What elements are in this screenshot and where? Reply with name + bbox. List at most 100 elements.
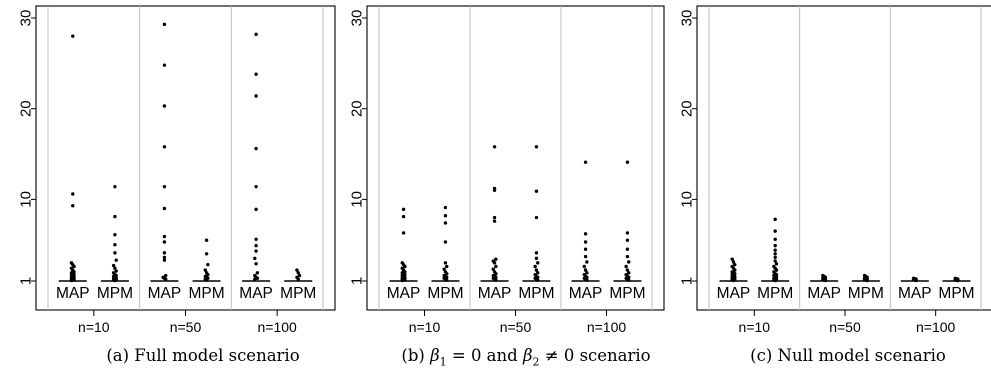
- y-tick-label: 30: [679, 10, 696, 27]
- data-point: [585, 260, 589, 264]
- caption-panel-a: (a) Full model scenario: [106, 346, 300, 365]
- data-point: [164, 277, 168, 281]
- data-point: [113, 243, 117, 247]
- caption-b-part-3: = 0 and: [446, 346, 523, 365]
- data-point: [823, 278, 828, 283]
- data-point: [625, 160, 630, 164]
- data-point: [403, 264, 407, 269]
- y-tick-label: 1: [18, 277, 35, 285]
- data-point: [534, 268, 539, 272]
- data-point: [443, 240, 448, 244]
- data-point: [533, 264, 537, 269]
- data-point: [494, 264, 498, 269]
- data-point: [113, 233, 117, 237]
- data-point: [494, 272, 498, 276]
- category-label: MAP: [148, 285, 182, 302]
- category-label: MPM: [609, 285, 645, 302]
- data-point: [162, 22, 167, 27]
- data-point: [204, 252, 209, 256]
- category-label: MPM: [427, 285, 463, 302]
- data-point: [534, 251, 539, 255]
- data-point: [114, 269, 118, 273]
- group-label: n=10: [739, 319, 771, 335]
- group-label: n=50: [500, 319, 532, 335]
- group-label: n=100: [258, 319, 298, 335]
- chart-panel-0: 1 10 20 30 n=10 n=50 n=100 MAP MPM MAP MPM MAP MPM: [18, 5, 336, 335]
- data-point: [773, 255, 777, 260]
- y-tick-label: 30: [18, 10, 35, 27]
- data-point: [583, 232, 588, 236]
- data-point: [492, 261, 497, 265]
- data-point: [536, 271, 540, 275]
- data-point: [773, 237, 777, 241]
- data-point: [494, 257, 498, 261]
- data-point: [255, 271, 260, 275]
- data-point: [583, 160, 588, 164]
- data-point: [255, 276, 260, 280]
- category-label: MAP: [239, 285, 273, 302]
- plot-frame: [366, 5, 665, 311]
- data-point: [865, 278, 869, 283]
- category-label: MAP: [478, 285, 512, 302]
- category-label: MPM: [280, 285, 316, 302]
- y-tick-label: 20: [349, 100, 366, 117]
- data-point: [71, 192, 75, 196]
- plot-frame: [696, 5, 991, 311]
- data-point: [401, 207, 406, 212]
- data-point: [162, 255, 167, 260]
- category-label: MPM: [757, 285, 793, 302]
- caption-panel-b: (b) β1 = 0 and β2 ≠ 0 scenario: [361, 346, 691, 368]
- caption-b-part-2: 1: [439, 355, 447, 369]
- data-point: [625, 231, 630, 235]
- data-point: [164, 273, 168, 278]
- y-tick-label: 20: [679, 100, 696, 117]
- data-point: [113, 184, 117, 189]
- chart-panel-1: 1 10 20 30 n=10 n=50 n=100 MAP MPM MAP MPM MAP MPM: [349, 5, 665, 335]
- data-point: [773, 243, 777, 248]
- data-point: [113, 278, 117, 283]
- data-point: [254, 146, 258, 151]
- data-point: [254, 207, 258, 212]
- data-point: [296, 271, 300, 275]
- data-point: [492, 215, 497, 220]
- y-tick-label: 10: [679, 191, 696, 208]
- data-point: [773, 217, 777, 222]
- data-point: [625, 254, 630, 259]
- data-point: [773, 229, 777, 233]
- data-point: [162, 251, 167, 255]
- category-label: MPM: [848, 285, 884, 302]
- data-point: [204, 278, 209, 282]
- caption-b-part-0: (b): [401, 346, 431, 365]
- y-tick-label: 30: [349, 10, 366, 27]
- data-point: [774, 262, 779, 266]
- data-point: [296, 277, 300, 281]
- data-point: [733, 262, 737, 267]
- data-point: [162, 145, 167, 149]
- category-label: MAP: [569, 285, 603, 302]
- data-point: [69, 278, 74, 283]
- data-point: [72, 264, 76, 269]
- category-label: MAP: [717, 285, 751, 302]
- y-tick-label: 10: [349, 191, 366, 208]
- data-point: [583, 268, 588, 272]
- data-point: [773, 248, 777, 252]
- data-point: [253, 277, 257, 281]
- data-point: [585, 271, 589, 275]
- data-point: [773, 259, 777, 263]
- data-point: [536, 261, 540, 265]
- data-point: [627, 278, 631, 282]
- data-point: [773, 252, 777, 256]
- data-point: [773, 278, 777, 283]
- data-point: [254, 184, 258, 189]
- group-label: n=100: [587, 319, 627, 335]
- data-point: [203, 268, 207, 272]
- data-point: [492, 145, 497, 149]
- category-label: MPM: [188, 285, 224, 302]
- data-point: [491, 267, 495, 271]
- data-point: [443, 221, 448, 225]
- category-label: MAP: [387, 285, 421, 302]
- data-point: [445, 264, 449, 269]
- data-point: [162, 240, 167, 244]
- category-label: MPM: [518, 285, 554, 302]
